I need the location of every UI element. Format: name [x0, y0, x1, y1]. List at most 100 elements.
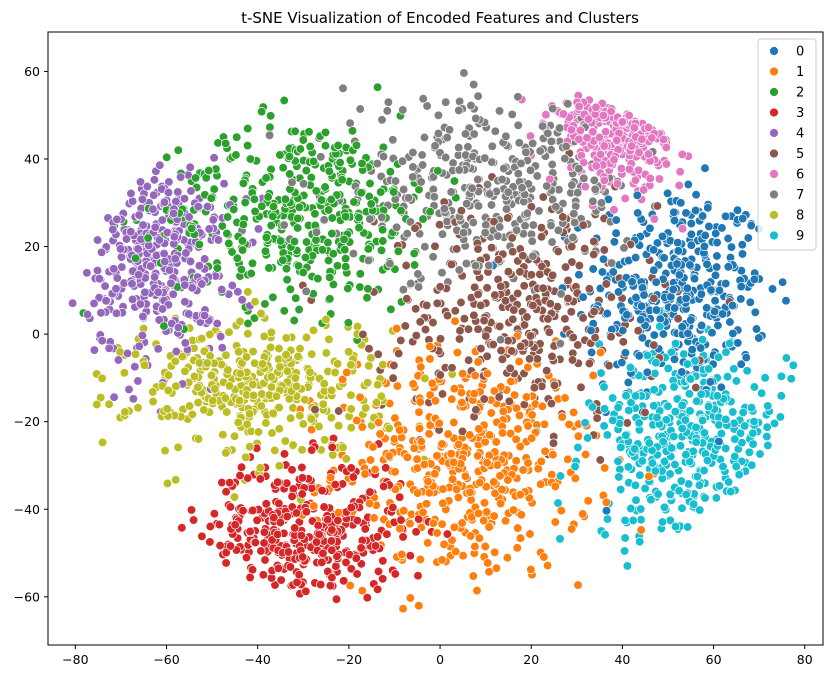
scatter-point-cluster-9	[670, 338, 681, 349]
scatter-point-cluster-7	[397, 156, 408, 166]
scatter-point-cluster-7	[532, 171, 542, 181]
scatter-point-cluster-0	[685, 260, 695, 270]
scatter-point-cluster-1	[416, 362, 426, 372]
scatter-point-cluster-0	[721, 278, 731, 289]
scatter-point-cluster-5	[532, 354, 542, 364]
scatter-point-cluster-8	[265, 342, 276, 353]
scatter-point-cluster-1	[491, 437, 501, 447]
scatter-point-cluster-3	[298, 552, 308, 562]
scatter-point-cluster-7	[568, 232, 578, 243]
scatter-point-cluster-8	[314, 421, 324, 432]
scatter-point-cluster-1	[560, 393, 570, 403]
scatter-point-cluster-9	[740, 421, 750, 431]
scatter-point-cluster-3	[372, 532, 383, 542]
scatter-point-cluster-1	[449, 384, 459, 394]
scatter-point-cluster-8	[245, 442, 255, 452]
scatter-point-cluster-1	[525, 529, 535, 539]
scatter-point-cluster-8	[371, 397, 382, 408]
scatter-point-cluster-9	[635, 470, 645, 480]
scatter-point-cluster-2	[409, 248, 419, 259]
scatter-point-cluster-3	[382, 529, 392, 539]
scatter-point-cluster-0	[705, 377, 715, 387]
scatter-point-cluster-4	[67, 298, 78, 308]
scatter-point-cluster-1	[437, 439, 447, 449]
scatter-point-cluster-2	[159, 321, 169, 331]
scatter-point-cluster-9	[775, 412, 786, 422]
scatter-point-cluster-1	[342, 367, 352, 378]
scatter-point-cluster-8	[171, 475, 181, 485]
scatter-point-cluster-8	[221, 350, 231, 360]
scatter-point-cluster-2	[268, 211, 278, 221]
scatter-point-cluster-0	[677, 367, 687, 377]
scatter-point-cluster-4	[184, 309, 194, 319]
scatter-point-cluster-3	[413, 571, 423, 581]
scatter-point-cluster-3	[291, 508, 302, 518]
scatter-point-cluster-9	[620, 515, 630, 526]
scatter-point-cluster-8	[291, 381, 302, 391]
scatter-point-cluster-3	[301, 507, 312, 517]
scatter-point-cluster-7	[579, 173, 589, 183]
scatter-point-cluster-0	[750, 307, 760, 317]
scatter-point-cluster-6	[580, 182, 590, 192]
scatter-point-cluster-1	[482, 458, 492, 468]
scatter-point-cluster-7	[416, 177, 426, 187]
scatter-point-cluster-8	[242, 419, 252, 429]
scatter-point-cluster-1	[453, 439, 464, 450]
scatter-point-cluster-7	[487, 141, 497, 151]
scatter-point-cluster-8	[244, 409, 255, 419]
scatter-point-cluster-2	[300, 252, 311, 263]
scatter-point-cluster-2	[236, 264, 247, 275]
scatter-point-cluster-5	[446, 259, 457, 270]
scatter-point-cluster-8	[338, 442, 348, 453]
scatter-point-cluster-0	[714, 436, 724, 447]
scatter-point-cluster-2	[209, 184, 219, 194]
scatter-point-cluster-1	[415, 397, 425, 407]
scatter-point-cluster-4	[127, 279, 137, 289]
scatter-point-cluster-3	[245, 572, 255, 583]
scatter-point-cluster-7	[355, 104, 365, 114]
scatter-point-cluster-8	[321, 314, 331, 325]
scatter-point-cluster-0	[586, 347, 597, 358]
scatter-point-cluster-4	[237, 295, 247, 305]
scatter-point-cluster-2	[393, 246, 404, 256]
scatter-point-cluster-9	[762, 422, 772, 432]
scatter-point-cluster-8	[257, 389, 267, 399]
scatter-point-cluster-9	[616, 484, 626, 495]
scatter-point-cluster-8	[229, 492, 240, 502]
scatter-point-cluster-9	[722, 372, 733, 382]
scatter-point-cluster-7	[298, 179, 309, 189]
scatter-point-cluster-4	[133, 376, 143, 386]
scatter-point-cluster-5	[589, 306, 599, 317]
scatter-point-cluster-8	[248, 346, 258, 357]
scatter-point-cluster-3	[221, 558, 231, 568]
scatter-point-cluster-3	[205, 521, 215, 532]
scatter-point-cluster-7	[454, 105, 464, 116]
scatter-point-cluster-7	[522, 208, 532, 218]
scatter-point-cluster-8	[205, 329, 215, 340]
scatter-point-cluster-7	[554, 123, 565, 133]
scatter-point-cluster-7	[480, 228, 490, 238]
scatter-point-cluster-5	[482, 351, 492, 361]
scatter-point-cluster-7	[391, 222, 402, 232]
scatter-point-cluster-2	[301, 237, 312, 247]
scatter-point-cluster-5	[410, 223, 420, 233]
scatter-point-cluster-8	[235, 316, 245, 327]
legend-box	[757, 38, 817, 251]
scatter-point-cluster-4	[217, 284, 227, 295]
scatter-point-cluster-0	[696, 343, 706, 353]
scatter-point-cluster-3	[243, 473, 253, 483]
scatter-point-cluster-1	[425, 341, 435, 352]
scatter-point-cluster-7	[511, 225, 522, 235]
legend: 0 1 2 3 4 5 6 7 8 9	[757, 38, 817, 251]
scatter-point-cluster-0	[613, 287, 624, 297]
scatter-point-cluster-9	[587, 402, 598, 412]
scatter-point-cluster-1	[588, 370, 598, 381]
scatter-point-cluster-2	[320, 141, 331, 151]
scatter-point-cluster-4	[94, 274, 104, 284]
scatter-point-cluster-5	[476, 343, 486, 354]
scatter-point-cluster-3	[252, 515, 262, 525]
scatter-point-cluster-5	[473, 289, 483, 300]
scatter-point-cluster-2	[289, 236, 300, 247]
scatter-point-cluster-9	[599, 421, 609, 431]
scatter-point-cluster-2	[266, 164, 276, 174]
